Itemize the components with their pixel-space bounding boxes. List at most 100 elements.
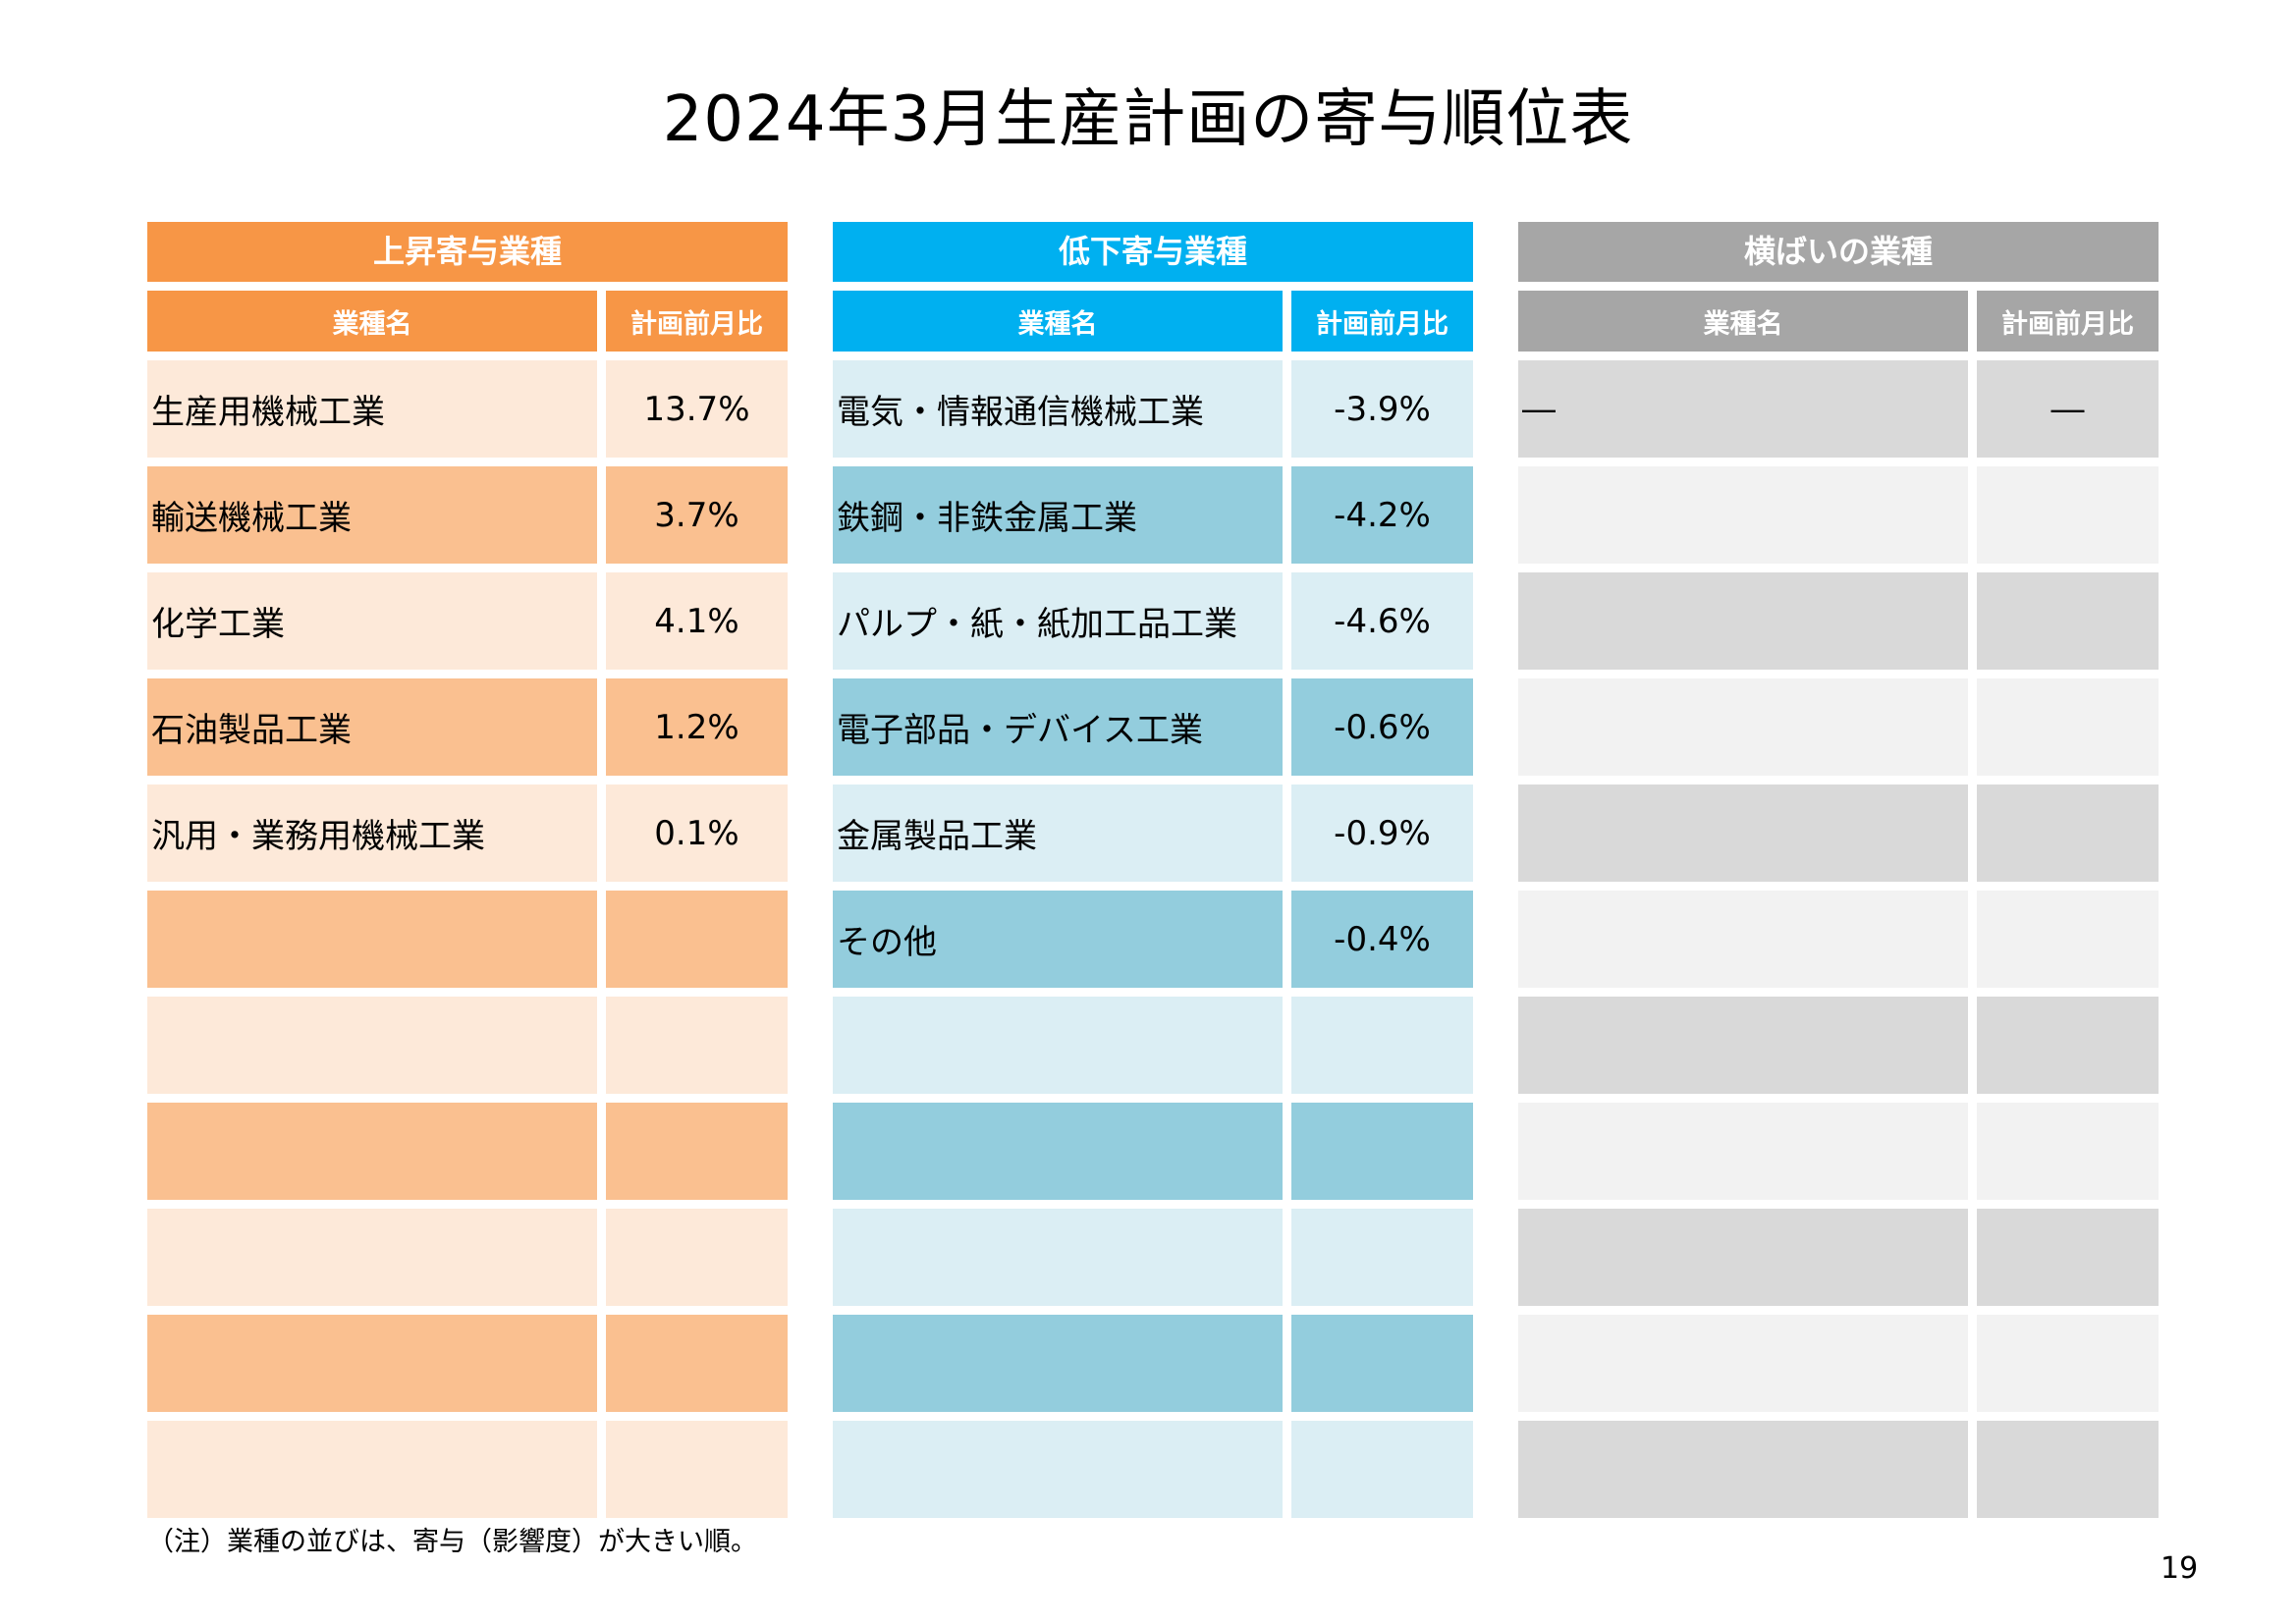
rising-col-value-header: 計画前月比 xyxy=(606,291,788,352)
month-change-cell xyxy=(606,891,788,988)
table-row: 生産用機械工業 13.7% xyxy=(147,360,788,458)
industry-name-cell: 鉄鋼・非鉄金属工業 xyxy=(833,466,1283,564)
table-row: 輸送機械工業 3.7% xyxy=(147,466,788,564)
industry-name-cell xyxy=(1518,1103,1968,1200)
industry-name-cell xyxy=(147,1103,597,1200)
table-row xyxy=(147,1103,788,1200)
month-change-cell: -0.9% xyxy=(1291,785,1473,882)
industry-name-cell xyxy=(1518,1209,1968,1306)
falling-column-headers: 業種名 計画前月比 xyxy=(833,291,1473,352)
month-change-cell xyxy=(1977,891,2159,988)
table-row xyxy=(1518,572,2159,670)
falling-col-value-header: 計画前月比 xyxy=(1291,291,1473,352)
industry-name-cell xyxy=(1518,891,1968,988)
month-change-cell: 4.1% xyxy=(606,572,788,670)
rising-column-headers: 業種名 計画前月比 xyxy=(147,291,788,352)
table-row xyxy=(147,891,788,988)
industry-name-cell xyxy=(1518,572,1968,670)
table-row xyxy=(1518,997,2159,1094)
table-row: 鉄鋼・非鉄金属工業 -4.2% xyxy=(833,466,1473,564)
industry-name-cell: 生産用機械工業 xyxy=(147,360,597,458)
industry-name-cell: 金属製品工業 xyxy=(833,785,1283,882)
table-row xyxy=(1518,1209,2159,1306)
flat-column-headers: 業種名 計画前月比 xyxy=(1518,291,2159,352)
month-change-cell xyxy=(606,997,788,1094)
industry-name-cell: ― xyxy=(1518,360,1968,458)
industry-name-cell xyxy=(1518,466,1968,564)
month-change-cell: -0.4% xyxy=(1291,891,1473,988)
falling-col-name-header: 業種名 xyxy=(833,291,1283,352)
industry-name-cell xyxy=(833,1209,1283,1306)
table-row: 汎用・業務用機械工業 0.1% xyxy=(147,785,788,882)
month-change-cell xyxy=(1291,1209,1473,1306)
table-row xyxy=(1518,678,2159,776)
industry-name-cell: その他 xyxy=(833,891,1283,988)
table-row xyxy=(147,997,788,1094)
month-change-cell: ― xyxy=(1977,360,2159,458)
month-change-cell xyxy=(1977,466,2159,564)
table-row: 金属製品工業 -0.9% xyxy=(833,785,1473,882)
table-row xyxy=(147,1421,788,1518)
industry-name-cell: 石油製品工業 xyxy=(147,678,597,776)
table-row: その他 -0.4% xyxy=(833,891,1473,988)
month-change-cell xyxy=(1291,1421,1473,1518)
flat-panel-header: 横ばいの業種 xyxy=(1518,222,2159,282)
industry-name-cell xyxy=(1518,1421,1968,1518)
rising-col-name-header: 業種名 xyxy=(147,291,597,352)
industry-name-cell: パルプ・紙・紙加工品工業 xyxy=(833,572,1283,670)
flat-panel: 横ばいの業種 業種名 計画前月比 ― ― xyxy=(1518,222,2159,1527)
month-change-cell xyxy=(1291,1103,1473,1200)
table-row xyxy=(833,1103,1473,1200)
industry-name-cell: 汎用・業務用機械工業 xyxy=(147,785,597,882)
table-row: ― ― xyxy=(1518,360,2159,458)
rising-panel-header: 上昇寄与業種 xyxy=(147,222,788,282)
falling-panel: 低下寄与業種 業種名 計画前月比 電気・情報通信機械工業 -3.9% 鉄鋼・非鉄金属… xyxy=(833,222,1473,1527)
month-change-cell xyxy=(606,1421,788,1518)
table-row: 電気・情報通信機械工業 -3.9% xyxy=(833,360,1473,458)
table-row xyxy=(833,1315,1473,1412)
industry-name-cell xyxy=(147,1315,597,1412)
flat-col-value-header: 計画前月比 xyxy=(1977,291,2159,352)
month-change-cell xyxy=(1291,997,1473,1094)
table-row: 化学工業 4.1% xyxy=(147,572,788,670)
month-change-cell xyxy=(1977,785,2159,882)
industry-name-cell xyxy=(147,997,597,1094)
month-change-cell xyxy=(1977,678,2159,776)
rising-rows: 生産用機械工業 13.7% 輸送機械工業 3.7% 化学工業 4.1% 石油製品工業 1.2%… xyxy=(147,360,788,1518)
industry-name-cell: 化学工業 xyxy=(147,572,597,670)
rising-panel: 上昇寄与業種 業種名 計画前月比 生産用機械工業 13.7% 輸送機械工業 3.7% 化… xyxy=(147,222,788,1527)
flat-col-name-header: 業種名 xyxy=(1518,291,1968,352)
table-row xyxy=(833,1209,1473,1306)
table-row: パルプ・紙・紙加工品工業 -4.6% xyxy=(833,572,1473,670)
table-row xyxy=(1518,1103,2159,1200)
industry-name-cell: 電気・情報通信機械工業 xyxy=(833,360,1283,458)
month-change-cell: 3.7% xyxy=(606,466,788,564)
page-number: 19 xyxy=(2160,1551,2199,1586)
table-row: 石油製品工業 1.2% xyxy=(147,678,788,776)
industry-name-cell xyxy=(833,997,1283,1094)
industry-name-cell: 電子部品・デバイス工業 xyxy=(833,678,1283,776)
industry-name-cell xyxy=(147,891,597,988)
month-change-cell xyxy=(1291,1315,1473,1412)
month-change-cell xyxy=(1977,1103,2159,1200)
month-change-cell: -4.6% xyxy=(1291,572,1473,670)
table-row xyxy=(1518,891,2159,988)
month-change-cell: -0.6% xyxy=(1291,678,1473,776)
industry-name-cell xyxy=(1518,678,1968,776)
month-change-cell xyxy=(1977,1209,2159,1306)
month-change-cell xyxy=(1977,1421,2159,1518)
month-change-cell xyxy=(1977,1315,2159,1412)
industry-name-cell: 輸送機械工業 xyxy=(147,466,597,564)
industry-name-cell xyxy=(1518,1315,1968,1412)
industry-name-cell xyxy=(1518,785,1968,882)
falling-rows: 電気・情報通信機械工業 -3.9% 鉄鋼・非鉄金属工業 -4.2% パルプ・紙・紙加工品… xyxy=(833,360,1473,1518)
table-row xyxy=(833,1421,1473,1518)
industry-name-cell xyxy=(833,1315,1283,1412)
page-title: 2024年3月生産計画の寄与順位表 xyxy=(662,83,1634,156)
month-change-cell xyxy=(1977,572,2159,670)
month-change-cell xyxy=(606,1209,788,1306)
month-change-cell xyxy=(606,1103,788,1200)
table-row xyxy=(1518,466,2159,564)
industry-name-cell xyxy=(147,1421,597,1518)
table-row xyxy=(147,1209,788,1306)
